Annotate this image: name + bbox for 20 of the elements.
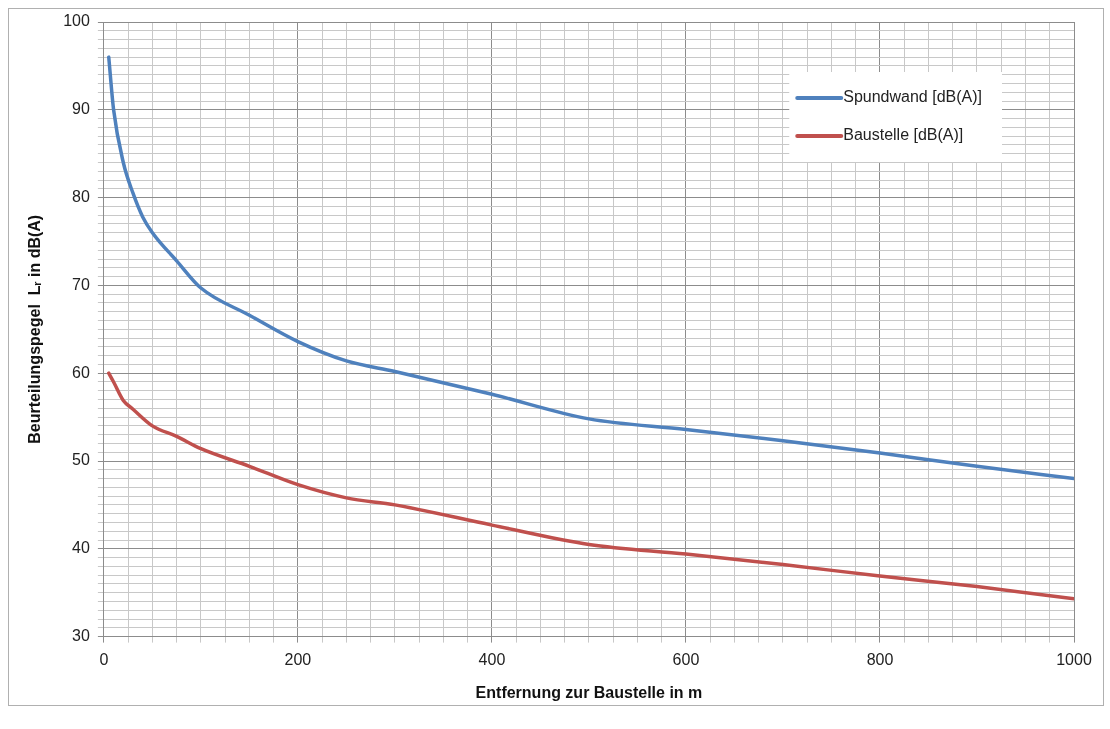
x-tick-label: 400 [478, 650, 506, 668]
y-tick-label: 30 [72, 627, 90, 645]
y-tick-label: 40 [72, 539, 90, 557]
y-tick-label: 80 [72, 188, 90, 206]
line-series [107, 55, 1074, 481]
y-tick-label: 100 [63, 12, 90, 30]
x-tick-label: 0 [99, 650, 109, 668]
x-tick-label: 800 [866, 650, 894, 668]
line-series [107, 371, 1074, 601]
legend-label: Baustelle [dB(A)] [843, 126, 964, 144]
y-tick-label: 90 [72, 100, 90, 118]
x-tick-label: 200 [284, 650, 312, 668]
x-tick-label: 600 [672, 650, 700, 668]
x-axis-title: Entfernung zur Baustelle in m [475, 683, 703, 701]
legend-label: Spundwand [dB(A)] [843, 88, 982, 106]
y-tick-label: 70 [72, 275, 90, 293]
x-tick-label: 1000 [1056, 650, 1092, 668]
y-axis-title: Beurteilungspegel Lᵣ in dB(A) [26, 214, 44, 444]
y-tick-label: 50 [72, 451, 90, 469]
y-tick-label: 60 [72, 363, 90, 381]
